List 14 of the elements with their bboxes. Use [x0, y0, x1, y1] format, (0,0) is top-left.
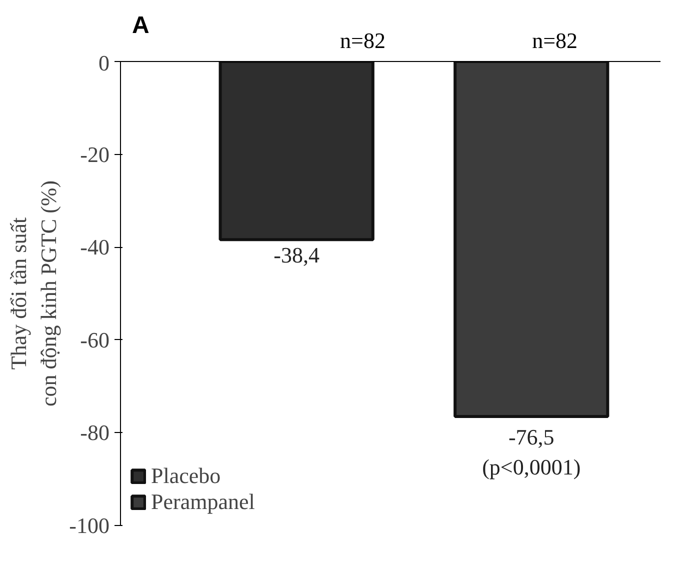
y-axis-title: Thay đổi tần suất con động kinh PGTC (%) — [6, 180, 62, 407]
data-label: -38,4 — [274, 242, 320, 268]
y-tick-label: -20 — [80, 142, 110, 167]
y-tick-label: -80 — [80, 420, 110, 446]
legend-label: Perampanel — [151, 489, 255, 515]
y-tick-label: -40 — [80, 234, 110, 260]
text: A — [132, 12, 150, 39]
y-tick-label: 0 — [98, 50, 110, 76]
data-label: -76,5 (p<0,0001) — [482, 424, 581, 480]
y-tick-label: -60 — [80, 327, 110, 352]
text: n=82 — [340, 28, 386, 53]
legend-label: Placebo — [151, 463, 221, 489]
y-tick-label: -100 — [69, 513, 110, 538]
text: n=82 — [532, 28, 578, 53]
